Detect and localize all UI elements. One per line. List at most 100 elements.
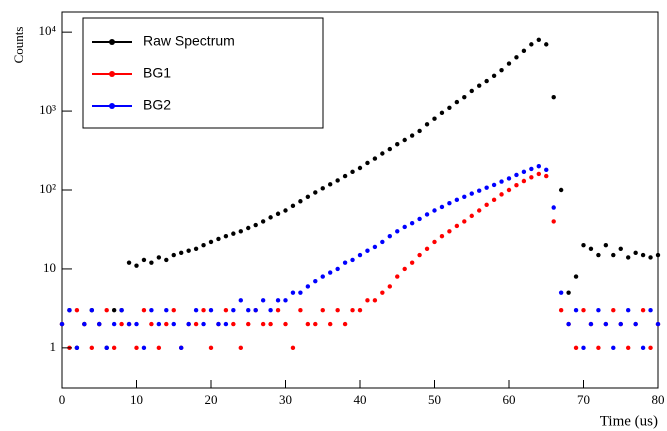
data-point — [179, 250, 184, 256]
data-point — [208, 239, 214, 245]
data-point — [536, 37, 541, 42]
data-point — [283, 208, 288, 213]
data-point — [417, 216, 422, 222]
data-point — [298, 199, 303, 204]
data-point — [365, 160, 370, 166]
data-point — [357, 165, 363, 171]
data-point — [320, 307, 325, 313]
data-point — [238, 298, 243, 303]
data-point — [201, 242, 206, 248]
data-point — [111, 307, 117, 313]
data-point — [648, 345, 653, 351]
data-point — [260, 321, 266, 327]
data-point — [260, 298, 266, 303]
data-point — [320, 274, 325, 279]
data-point — [372, 298, 378, 303]
data-point — [357, 252, 363, 258]
data-point — [246, 321, 251, 327]
data-point — [640, 252, 646, 258]
data-point — [432, 239, 437, 245]
data-point — [104, 307, 109, 313]
data-point — [268, 321, 273, 327]
data-point — [126, 260, 132, 265]
data-point — [558, 307, 564, 313]
data-point — [365, 298, 370, 303]
data-point — [544, 167, 549, 173]
data-point — [342, 321, 348, 327]
data-point — [655, 321, 661, 327]
data-point — [618, 321, 623, 327]
data-point — [171, 307, 176, 313]
data-point — [275, 211, 281, 216]
data-point — [74, 345, 80, 351]
data-point — [611, 345, 616, 351]
data-point — [432, 116, 437, 121]
data-point — [223, 321, 229, 327]
data-point — [417, 128, 422, 134]
data-point — [521, 178, 527, 184]
data-point — [193, 307, 199, 313]
legend-label: BG1 — [143, 65, 171, 81]
data-point — [290, 290, 296, 295]
data-point — [134, 321, 139, 327]
data-point — [529, 42, 534, 47]
data-point — [447, 201, 452, 206]
data-point — [164, 307, 169, 313]
data-point — [558, 187, 564, 193]
data-point — [290, 203, 296, 209]
data-point — [59, 321, 65, 327]
data-point — [119, 307, 124, 313]
data-point — [223, 233, 229, 239]
data-point — [395, 142, 400, 147]
data-point — [246, 225, 251, 231]
data-point — [566, 321, 571, 327]
data-point — [551, 205, 556, 210]
data-point — [119, 321, 124, 327]
data-point — [573, 307, 579, 313]
y-tick-label: 10² — [39, 181, 56, 196]
data-point — [246, 307, 251, 313]
data-point — [387, 284, 392, 289]
data-point — [156, 345, 162, 351]
data-point — [238, 345, 243, 351]
data-point — [626, 307, 631, 313]
data-point — [573, 274, 579, 279]
data-point — [171, 252, 176, 258]
data-point — [551, 94, 556, 100]
data-point — [268, 307, 273, 313]
data-point — [626, 255, 631, 260]
data-point — [238, 229, 243, 234]
x-tick-label: 50 — [428, 392, 441, 407]
data-point — [313, 278, 318, 284]
data-point — [447, 229, 452, 234]
data-point — [164, 257, 169, 263]
data-point — [231, 307, 236, 313]
data-point — [201, 321, 206, 327]
data-point — [581, 307, 586, 313]
data-point — [409, 133, 415, 138]
data-point — [387, 146, 392, 152]
data-point — [193, 246, 199, 251]
data-point — [186, 248, 191, 253]
data-point — [648, 307, 653, 313]
data-point — [432, 208, 437, 213]
data-point — [477, 83, 482, 88]
data-point — [298, 307, 303, 313]
data-point — [506, 176, 512, 181]
data-point — [387, 233, 392, 239]
data-point — [588, 321, 594, 327]
data-point — [342, 173, 348, 179]
data-point — [551, 219, 556, 224]
data-point — [141, 345, 147, 351]
data-point — [208, 345, 214, 351]
data-point — [141, 307, 147, 313]
data-point — [469, 88, 474, 94]
data-point — [417, 252, 422, 258]
data-point — [223, 307, 229, 313]
data-point — [409, 220, 415, 226]
data-point — [558, 290, 564, 295]
data-point — [328, 270, 333, 275]
data-point — [439, 110, 445, 116]
data-point — [640, 307, 646, 313]
